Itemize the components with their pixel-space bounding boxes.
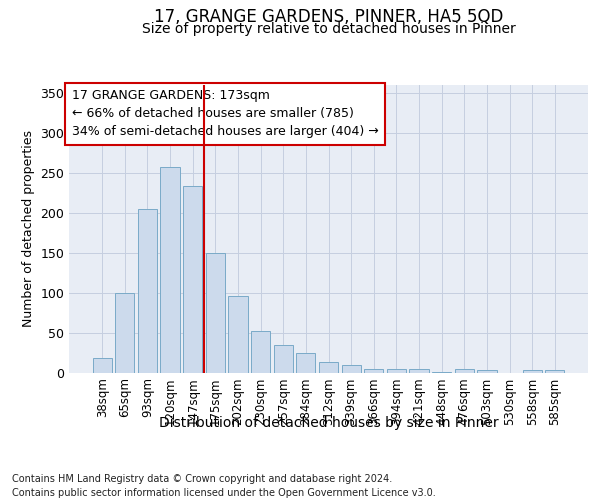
Bar — [387, 370, 406, 372]
Bar — [455, 368, 474, 372]
Text: 17 GRANGE GARDENS: 173sqm
← 66% of detached houses are smaller (785)
34% of semi: 17 GRANGE GARDENS: 173sqm ← 66% of detac… — [71, 90, 379, 138]
Bar — [229, 296, 248, 372]
Y-axis label: Number of detached properties: Number of detached properties — [22, 130, 35, 327]
Bar — [523, 370, 542, 372]
Bar — [138, 209, 157, 372]
Bar — [319, 362, 338, 372]
Bar — [183, 186, 202, 372]
Bar — [364, 368, 383, 372]
Bar — [341, 366, 361, 372]
Text: Size of property relative to detached houses in Pinner: Size of property relative to detached ho… — [142, 22, 515, 36]
Bar — [206, 252, 225, 372]
Bar — [545, 370, 565, 372]
Bar — [296, 352, 316, 372]
Bar — [160, 168, 180, 372]
Bar — [409, 368, 428, 372]
Bar — [274, 346, 293, 372]
Bar — [477, 370, 497, 372]
Bar — [92, 358, 112, 372]
Bar — [251, 331, 270, 372]
Text: Distribution of detached houses by size in Pinner: Distribution of detached houses by size … — [159, 416, 499, 430]
Text: Contains HM Land Registry data © Crown copyright and database right 2024.
Contai: Contains HM Land Registry data © Crown c… — [12, 474, 436, 498]
Text: 17, GRANGE GARDENS, PINNER, HA5 5QD: 17, GRANGE GARDENS, PINNER, HA5 5QD — [154, 8, 503, 26]
Bar — [115, 292, 134, 372]
